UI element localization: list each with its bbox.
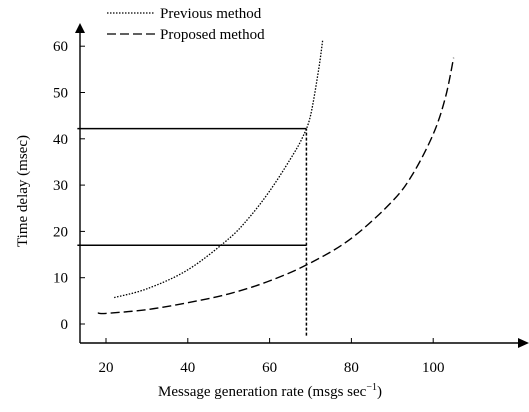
series-lines (97, 39, 455, 315)
legend-label: Proposed method (160, 27, 265, 43)
x-axis-title-superscript: −1 (366, 382, 377, 393)
series-line-proposed-method (97, 57, 455, 315)
y-tick-label: 50 (53, 86, 68, 102)
series-line-previous-method (114, 39, 324, 299)
y-tick-label: 60 (53, 39, 68, 55)
legend: Previous method Proposed method (107, 6, 265, 43)
y-axis-title: Time delay (msec) (15, 135, 31, 247)
x-tick-label: 100 (422, 360, 445, 376)
x-tick-label: 60 (262, 360, 277, 376)
y-tick-label: 40 (53, 132, 68, 148)
ticks: 20 40 60 80 100 0 10 20 30 40 50 60 (53, 39, 444, 376)
x-axis-title: Message generation rate (msgs sec−1) (158, 382, 382, 400)
x-tick-label: 40 (180, 360, 195, 376)
y-tick-label: 20 (53, 224, 68, 240)
x-tick-label: 80 (344, 360, 359, 376)
legend-label: Previous method (160, 6, 262, 22)
x-axis-arrow (518, 338, 529, 348)
y-tick-label: 10 (53, 271, 68, 287)
y-tick-label: 0 (61, 317, 69, 333)
x-tick-label: 20 (99, 360, 114, 376)
y-tick-label: 30 (53, 178, 68, 194)
axes (75, 23, 529, 348)
y-axis-arrow (75, 23, 85, 33)
reference-lines (77, 127, 308, 336)
